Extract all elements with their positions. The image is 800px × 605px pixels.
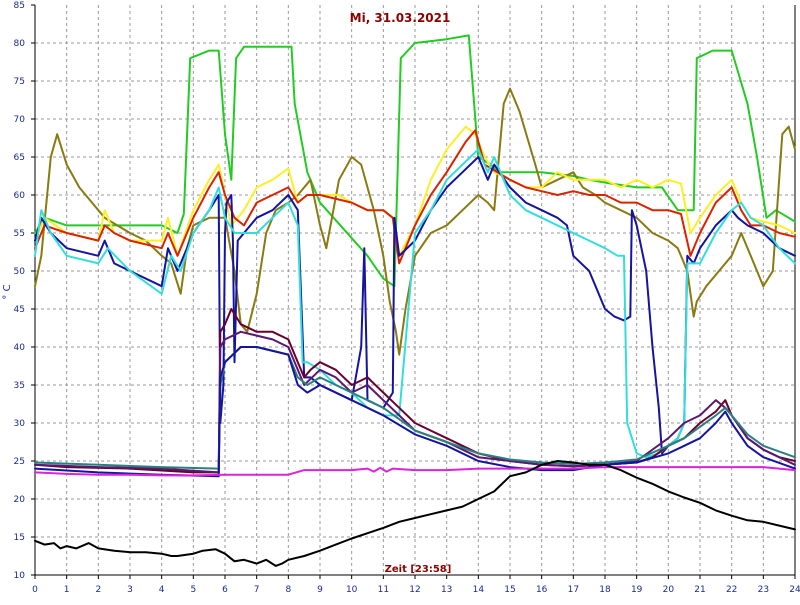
- x-tick-label: 14: [473, 585, 485, 595]
- x-tick-label: 1: [64, 585, 70, 595]
- x-tick-label: 0: [32, 585, 38, 595]
- x-tick-label: 4: [159, 585, 165, 595]
- x-tick-label: 19: [631, 585, 643, 595]
- x-tick-label: 7: [254, 585, 260, 595]
- y-tick-label: 15: [14, 533, 25, 543]
- x-tick-label: 5: [190, 585, 196, 595]
- y-tick-label: 70: [14, 115, 26, 125]
- y-tick-label: 50: [14, 267, 26, 277]
- series-line-red-3: [34, 129, 796, 265]
- series-line-black-11: [34, 460, 796, 567]
- x-tick-label: 10: [346, 585, 358, 595]
- x-tick-label: 23: [758, 585, 769, 595]
- y-axis-label: ° C: [2, 284, 13, 299]
- x-tick-label: 15: [504, 585, 515, 595]
- y-tick-label: 30: [14, 419, 26, 429]
- series-line-navy-9: [34, 346, 796, 478]
- y-tick-label: 75: [14, 77, 25, 87]
- x-tick-label: 2: [95, 585, 101, 595]
- x-tick-label: 22: [726, 585, 737, 595]
- chart-title: Mi, 31.03.2021: [350, 11, 451, 25]
- series-line-green-0: [34, 34, 796, 288]
- x-tick-label: 21: [694, 585, 705, 595]
- y-tick-label: 20: [14, 495, 26, 505]
- y-tick-label: 80: [14, 39, 26, 49]
- y-tick-label: 25: [14, 457, 25, 467]
- y-tick-label: 55: [14, 229, 25, 239]
- y-tick-label: 65: [14, 153, 25, 163]
- y-tick-label: 85: [14, 1, 25, 11]
- series-group: [34, 34, 796, 567]
- x-tick-label: 11: [378, 585, 389, 595]
- x-tick-label: 9: [317, 585, 323, 595]
- series-line-magenta-10: [34, 466, 796, 477]
- x-tick-label: 24: [789, 585, 800, 595]
- x-tick-label: 20: [663, 585, 675, 595]
- x-tick-label: 13: [441, 585, 452, 595]
- x-tick-label: 16: [536, 585, 548, 595]
- x-tick-label: 17: [568, 585, 579, 595]
- x-axis-label: Zeit [23:58]: [385, 564, 452, 575]
- x-tick-label: 12: [409, 585, 420, 595]
- series-line-maroon-6: [34, 308, 796, 474]
- x-tick-label: 8: [285, 585, 291, 595]
- y-tick-label: 35: [14, 381, 25, 391]
- y-tick-label: 45: [14, 305, 25, 315]
- series-line-purple-7: [34, 330, 796, 474]
- y-tick-label: 40: [14, 343, 26, 353]
- x-tick-label: 18: [599, 585, 611, 595]
- series-line-navy-4: [34, 156, 796, 455]
- axes: 0 1 2 3 4 5 6 7 8 9 10 11 12 13 14 15 16 17 18 19 20 21 22 23 24…: [14, 1, 800, 595]
- x-tick-label: 3: [127, 585, 133, 595]
- y-tick-label: 10: [14, 571, 26, 581]
- series-line-cyan-5: [34, 148, 796, 459]
- y-tick-label: 60: [14, 191, 26, 201]
- series-line-olive-1: [34, 87, 796, 356]
- x-tick-label: 6: [222, 585, 228, 595]
